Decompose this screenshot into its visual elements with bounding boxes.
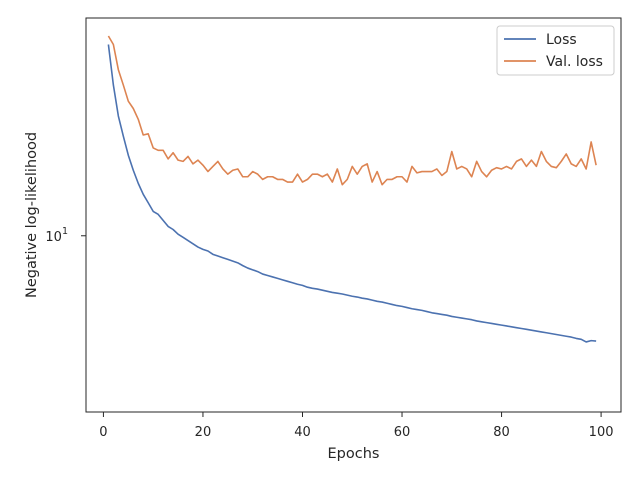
legend: Loss Val. loss [496,25,615,76]
x-tick-label: 80 [493,425,510,440]
x-tick-label: 20 [195,425,212,440]
y-tick-label-exponent: 1 [62,226,68,237]
legend-label-loss: Loss [546,32,577,48]
series-layer [107,35,597,343]
x-axis-ticks: 0 20 40 60 80 100 [99,412,614,440]
y-axis-label: Negative log-likelihood [24,132,40,298]
x-tick-label: 60 [394,425,411,440]
series-line-val-loss [107,35,597,186]
legend-label-val-loss: Val. loss [546,54,603,70]
y-tick-label: 101 [45,226,68,245]
x-tick-label: 100 [589,425,614,440]
x-tick-label: 40 [294,425,311,440]
plot-area [85,17,622,413]
y-tick-label-base: 10 [45,230,62,245]
x-tick-label: 0 [99,425,107,440]
series-line-loss [107,44,597,343]
x-axis-label: Epochs [328,446,380,462]
y-axis-ticks: 101 [45,226,86,245]
